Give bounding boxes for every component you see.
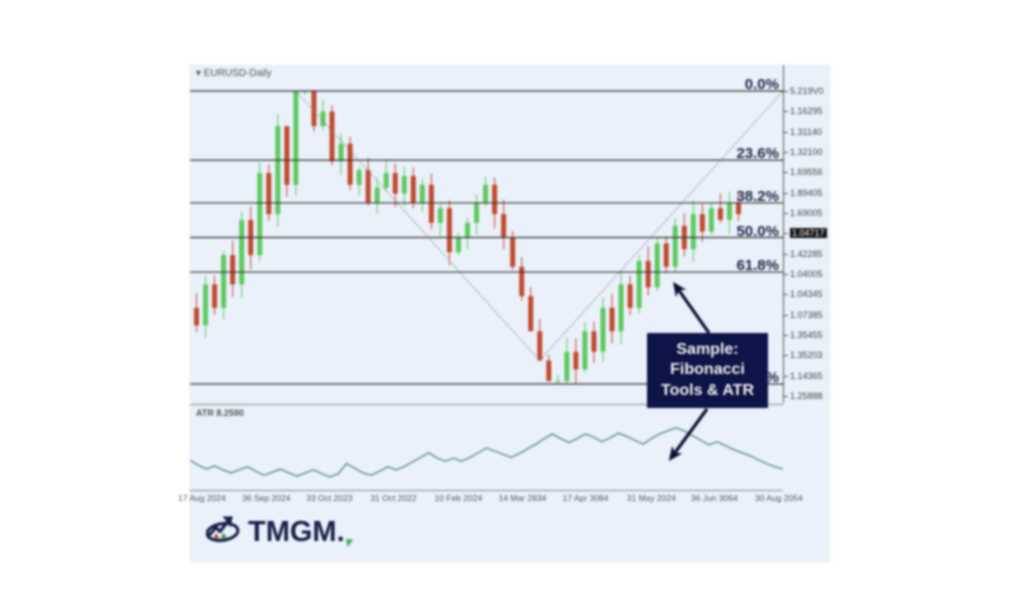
- svg-text:TMGM.: TMGM.: [248, 516, 345, 548]
